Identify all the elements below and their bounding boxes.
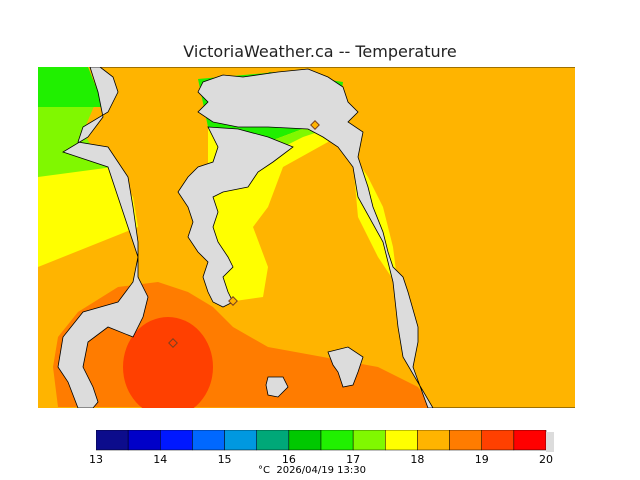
legend-shadow (546, 432, 554, 452)
legend-color-segment (160, 430, 193, 451)
legend-color-segment (224, 430, 257, 451)
legend-color-segment (288, 430, 322, 451)
unit-label: °C (258, 465, 270, 476)
legend-color-segment (352, 430, 386, 451)
contour-16-left (38, 67, 108, 107)
timestamp: 2026/04/19 13:30 (276, 465, 366, 476)
legend-tick-label: 16 (281, 453, 296, 466)
legend-tick-labels: 13 14 15 16 17 18 19 20 (0, 453, 640, 467)
legend-color-segment (513, 430, 547, 451)
legend-color-segment (320, 430, 354, 451)
legend-color-segment (417, 430, 450, 451)
land-west-shore (57, 67, 149, 408)
station-marker-south (168, 338, 178, 348)
contour-20-hotspot (123, 317, 213, 408)
legend-tick-label: 19 (474, 453, 489, 466)
station-marker-central (228, 296, 238, 306)
legend-color-segment (449, 430, 482, 451)
island-small-1 (265, 376, 289, 398)
land-central-peninsula (177, 126, 294, 308)
legend-tick-label: 20 (539, 453, 553, 466)
contour-18-left (38, 167, 138, 267)
map-title: VictoriaWeather.ca -- Temperature (183, 42, 457, 61)
legend-color-segment (385, 430, 418, 451)
land-saanich-peninsula (100, 67, 575, 408)
legend-color-segment (96, 430, 129, 451)
legend-color-segment (481, 430, 515, 451)
legend-color-segment (127, 430, 161, 451)
temperature-legend (96, 430, 554, 452)
footer-caption: °C 2026/04/19 13:30 (258, 465, 366, 476)
legend-color-segment (192, 430, 225, 451)
legend-tick-label: 14 (153, 453, 168, 466)
temperature-map[interactable] (38, 67, 575, 408)
legend-tick-label: 13 (89, 453, 103, 466)
legend-color-segment (256, 430, 290, 451)
legend-tick-label: 15 (217, 453, 232, 466)
station-marker-north (310, 120, 320, 130)
legend-tick-label: 18 (410, 453, 425, 466)
island-small-2 (327, 346, 364, 388)
legend-tick-label: 17 (346, 453, 361, 466)
